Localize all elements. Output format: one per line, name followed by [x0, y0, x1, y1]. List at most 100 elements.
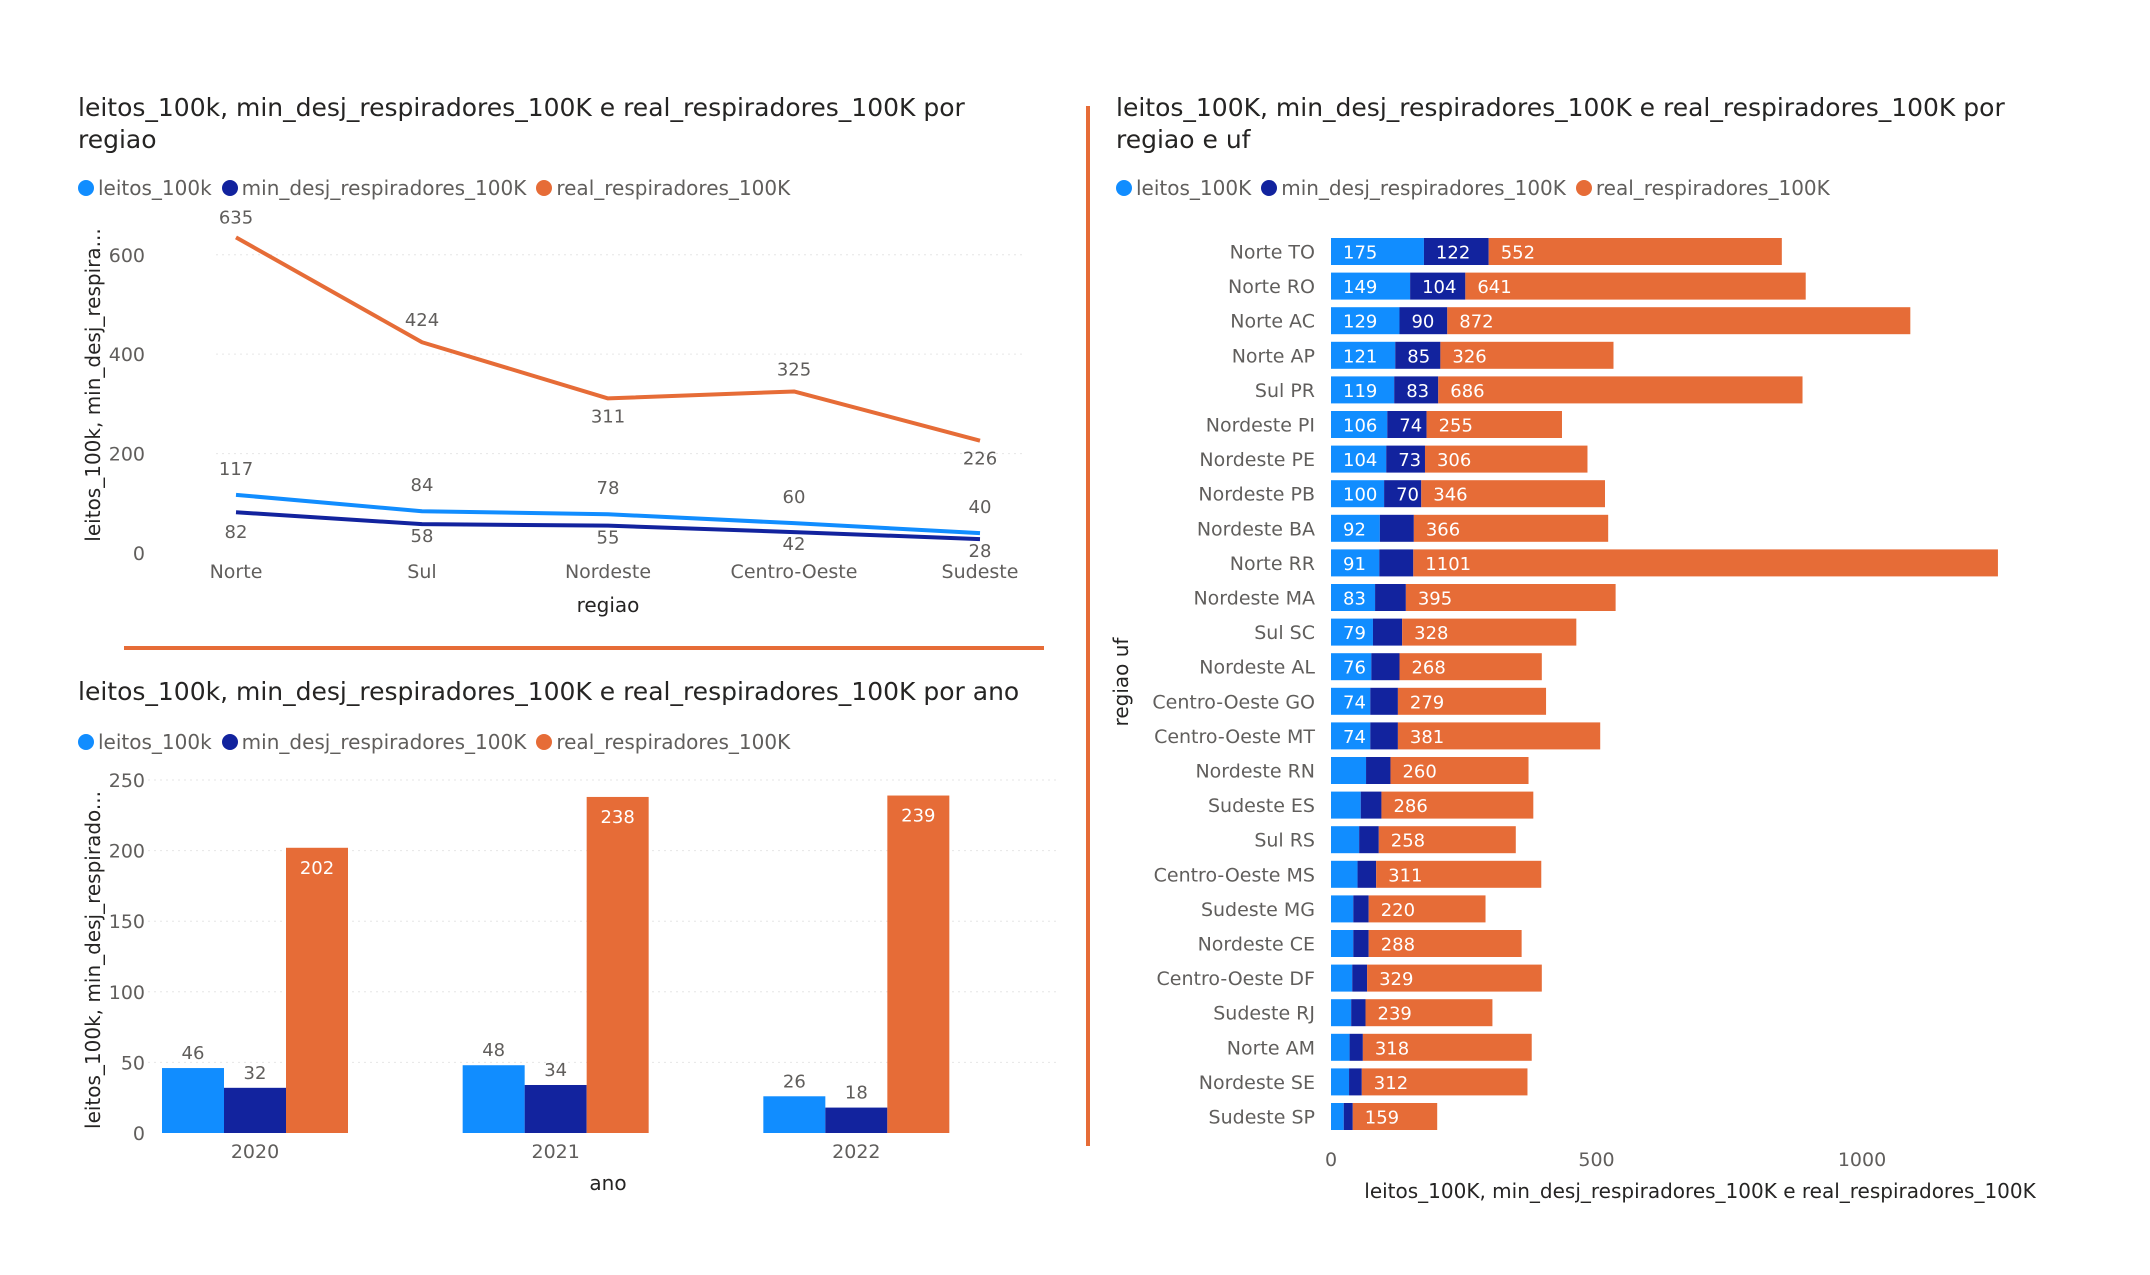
data-label: 260 [1402, 762, 1436, 783]
y-tick-label: Centro-Oeste DF [1157, 968, 1316, 990]
bar-segment-real [1365, 999, 1493, 1027]
bar-segment-real [1367, 964, 1542, 992]
data-label: 175 [1343, 243, 1377, 264]
legend-item-real[interactable]: real_respiradores_100K [536, 730, 790, 754]
data-label: 122 [1436, 243, 1470, 264]
data-label: 552 [1501, 243, 1535, 264]
bar-segment-leitos [1331, 791, 1361, 819]
y-tick-label: Nordeste BA [1197, 518, 1315, 540]
line-chart-panel: leitos_100k, min_desj_respiradores_100K … [0, 0, 1080, 640]
bar-segment-min_desj [1357, 860, 1377, 888]
stacked-bar-chart-panel: leitos_100K, min_desj_respiradores_100K … [1100, 0, 2150, 1275]
x-axis-title: leitos_100K, min_desj_respiradores_100K … [1364, 1179, 2036, 1203]
data-label: 326 [1452, 346, 1486, 367]
y-tick-label: 0 [133, 543, 145, 565]
bar-segment-leitos [1331, 722, 1371, 750]
y-tick-label: Sudeste ES [1208, 795, 1315, 817]
data-label: 255 [1439, 416, 1473, 437]
legend-item-real[interactable]: real_respiradores_100K [536, 176, 790, 200]
data-label: 288 [1381, 935, 1415, 956]
data-label: 149 [1343, 277, 1377, 298]
y-tick-label: Norte AM [1227, 1037, 1315, 1059]
legend-dot [1261, 180, 1278, 196]
legend-item-min-desj[interactable]: min_desj_respiradores_100K [1261, 176, 1566, 200]
legend-item-min-desj[interactable]: min_desj_respiradores_100K [221, 176, 526, 200]
horizontal-divider [124, 646, 1044, 650]
y-tick-label: Sul RS [1254, 830, 1315, 852]
data-label: 641 [1477, 277, 1511, 298]
data-label: 226 [963, 449, 997, 470]
legend-dot [1575, 180, 1592, 196]
grouped-bar-chart: 0 50 100 150 200 250 46 32 202 2020 48 34 238 2021 26 1… [81, 770, 1060, 1195]
data-label: 26 [783, 1071, 806, 1092]
series-line-leitos [235, 492, 981, 536]
bar-segment-leitos [1331, 999, 1352, 1027]
data-label: 238 [600, 807, 634, 828]
bar-segment-min_desj [1349, 1068, 1362, 1096]
legend-dot [536, 734, 553, 750]
data-label: 78 [597, 478, 620, 499]
bar-segment-leitos [1331, 238, 1424, 265]
data-label: 635 [219, 207, 253, 228]
y-tick-label: Sul PR [1255, 380, 1315, 402]
data-label: 202 [300, 858, 334, 879]
chart-title: leitos_100k, min_desj_respiradores_100K … [78, 93, 965, 154]
data-label: 1101 [1425, 554, 1471, 575]
bar-real [286, 847, 348, 1133]
chart-title: leitos_100K, min_desj_respiradores_100K … [1116, 93, 2005, 154]
legend-item-leitos[interactable]: leitos_100k [78, 730, 212, 754]
legend-item-min-desj[interactable]: min_desj_respiradores_100K [221, 730, 527, 754]
legend-label: real_respiradores_100K [1595, 176, 1830, 200]
bar-segment-leitos [1331, 480, 1385, 508]
bar-segment-real [1440, 341, 1614, 369]
data-label: 58 [411, 526, 434, 547]
y-tick-label: Centro-Oeste GO [1152, 691, 1315, 713]
legend-item-leitos[interactable]: leitos_100K [1116, 176, 1251, 200]
chart-legend: leitos_100K min_desj_respiradores_100K r… [1116, 176, 1840, 200]
bar-segment-real [1421, 480, 1605, 508]
bar-segment-leitos [1331, 687, 1371, 715]
y-tick-label: Sudeste RJ [1213, 1003, 1315, 1025]
bar-segment-leitos [1331, 341, 1396, 369]
bar-segment-real [1465, 272, 1806, 300]
legend-label: real_respiradores_100K [556, 176, 791, 200]
y-axis-title: regiao uf [1109, 637, 1133, 727]
bar-min_desj [524, 1084, 587, 1133]
legend-label: min_desj_respiradores_100K [241, 730, 527, 754]
data-label: 311 [1388, 865, 1422, 886]
legend-dot [1116, 180, 1132, 196]
data-label: 306 [1437, 450, 1471, 471]
data-label: 83 [1343, 589, 1366, 610]
y-tick-label: Norte AP [1232, 345, 1315, 367]
data-label: 346 [1433, 485, 1467, 506]
bar-segment-real [1390, 757, 1529, 784]
x-tick-label: Sudeste [942, 561, 1019, 583]
bar-leitos [462, 1065, 525, 1133]
y-tick-label: 400 [109, 344, 145, 366]
x-axis-title: regiao [577, 593, 640, 617]
bar-chart-panel: leitos_100k, min_desj_respiradores_100K … [0, 660, 1080, 1220]
bar-segment-real [1368, 895, 1486, 923]
bar-segment-min_desj [1359, 826, 1379, 854]
data-label: 279 [1410, 692, 1444, 713]
data-label: 91 [1343, 554, 1366, 575]
legend-dot [78, 734, 94, 750]
bar-segment-min_desj [1379, 514, 1414, 542]
data-label: 381 [1410, 727, 1444, 748]
legend-item-real[interactable]: real_respiradores_100K [1575, 176, 1830, 200]
series-line-min_desj [235, 510, 981, 542]
bar-segment-real [1488, 238, 1782, 265]
y-tick-label: 100 [109, 982, 145, 1004]
data-label: 18 [845, 1083, 868, 1104]
y-tick-label: Nordeste AL [1199, 657, 1315, 679]
bar-segment-min_desj [1343, 1103, 1353, 1130]
data-label: 83 [1406, 381, 1429, 402]
legend-label: min_desj_respiradores_100K [1281, 176, 1566, 200]
bar-min_desj [825, 1107, 888, 1133]
y-tick-label: Centro-Oeste MT [1154, 726, 1315, 748]
legend-dot [536, 180, 553, 196]
y-tick-label: 200 [109, 444, 145, 466]
legend-item-leitos[interactable]: leitos_100k [78, 176, 212, 200]
bar-segment-leitos [1331, 584, 1376, 611]
data-label: 329 [1379, 969, 1413, 990]
